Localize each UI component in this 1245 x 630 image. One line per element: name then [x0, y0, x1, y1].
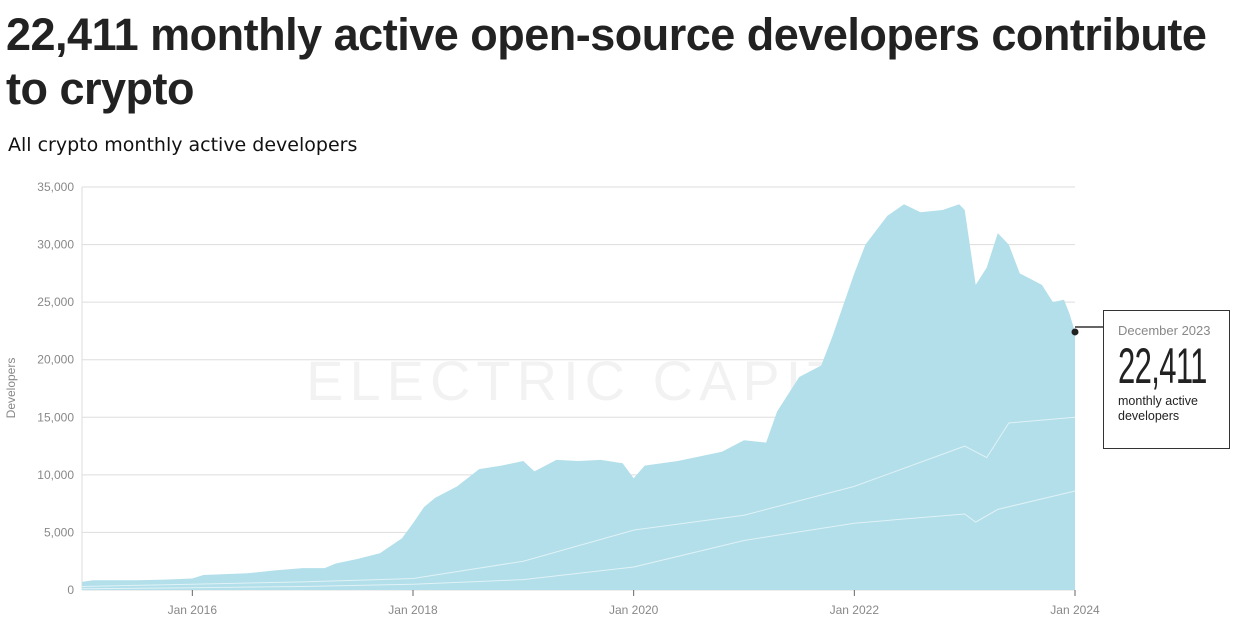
y-tick-label: 0: [67, 583, 74, 597]
y-axis-label: Developers: [4, 358, 18, 419]
inner-band-line: [81, 416, 1076, 587]
inner-band-line: [81, 490, 1076, 590]
y-tick-label: 10,000: [37, 468, 74, 482]
y-tick-label: 20,000: [37, 353, 74, 367]
latest-value-callout: December 2023 22,411 monthly active deve…: [1103, 310, 1230, 449]
y-tick-label: 35,000: [37, 180, 74, 194]
chart-subtitle: All crypto monthly active developers: [8, 134, 358, 156]
x-tick-label: Jan 2022: [830, 603, 880, 617]
end-point-marker: [1071, 328, 1079, 336]
x-tick-label: Jan 2018: [388, 603, 438, 617]
callout-date: December 2023: [1118, 323, 1211, 338]
callout-label: monthly active developers: [1118, 394, 1198, 423]
y-tick-label: 15,000: [37, 410, 74, 424]
y-tick-label: 30,000: [37, 238, 74, 252]
x-tick-label: Jan 2024: [1050, 603, 1100, 617]
page-title: 22,411 monthly active open-source develo…: [6, 9, 1207, 114]
y-tick-label: 5,000: [44, 525, 74, 539]
y-tick-label: 25,000: [37, 295, 74, 309]
x-tick-label: Jan 2016: [168, 603, 218, 617]
callout-value: 22,411: [1118, 338, 1207, 394]
x-tick-label: Jan 2020: [609, 603, 659, 617]
